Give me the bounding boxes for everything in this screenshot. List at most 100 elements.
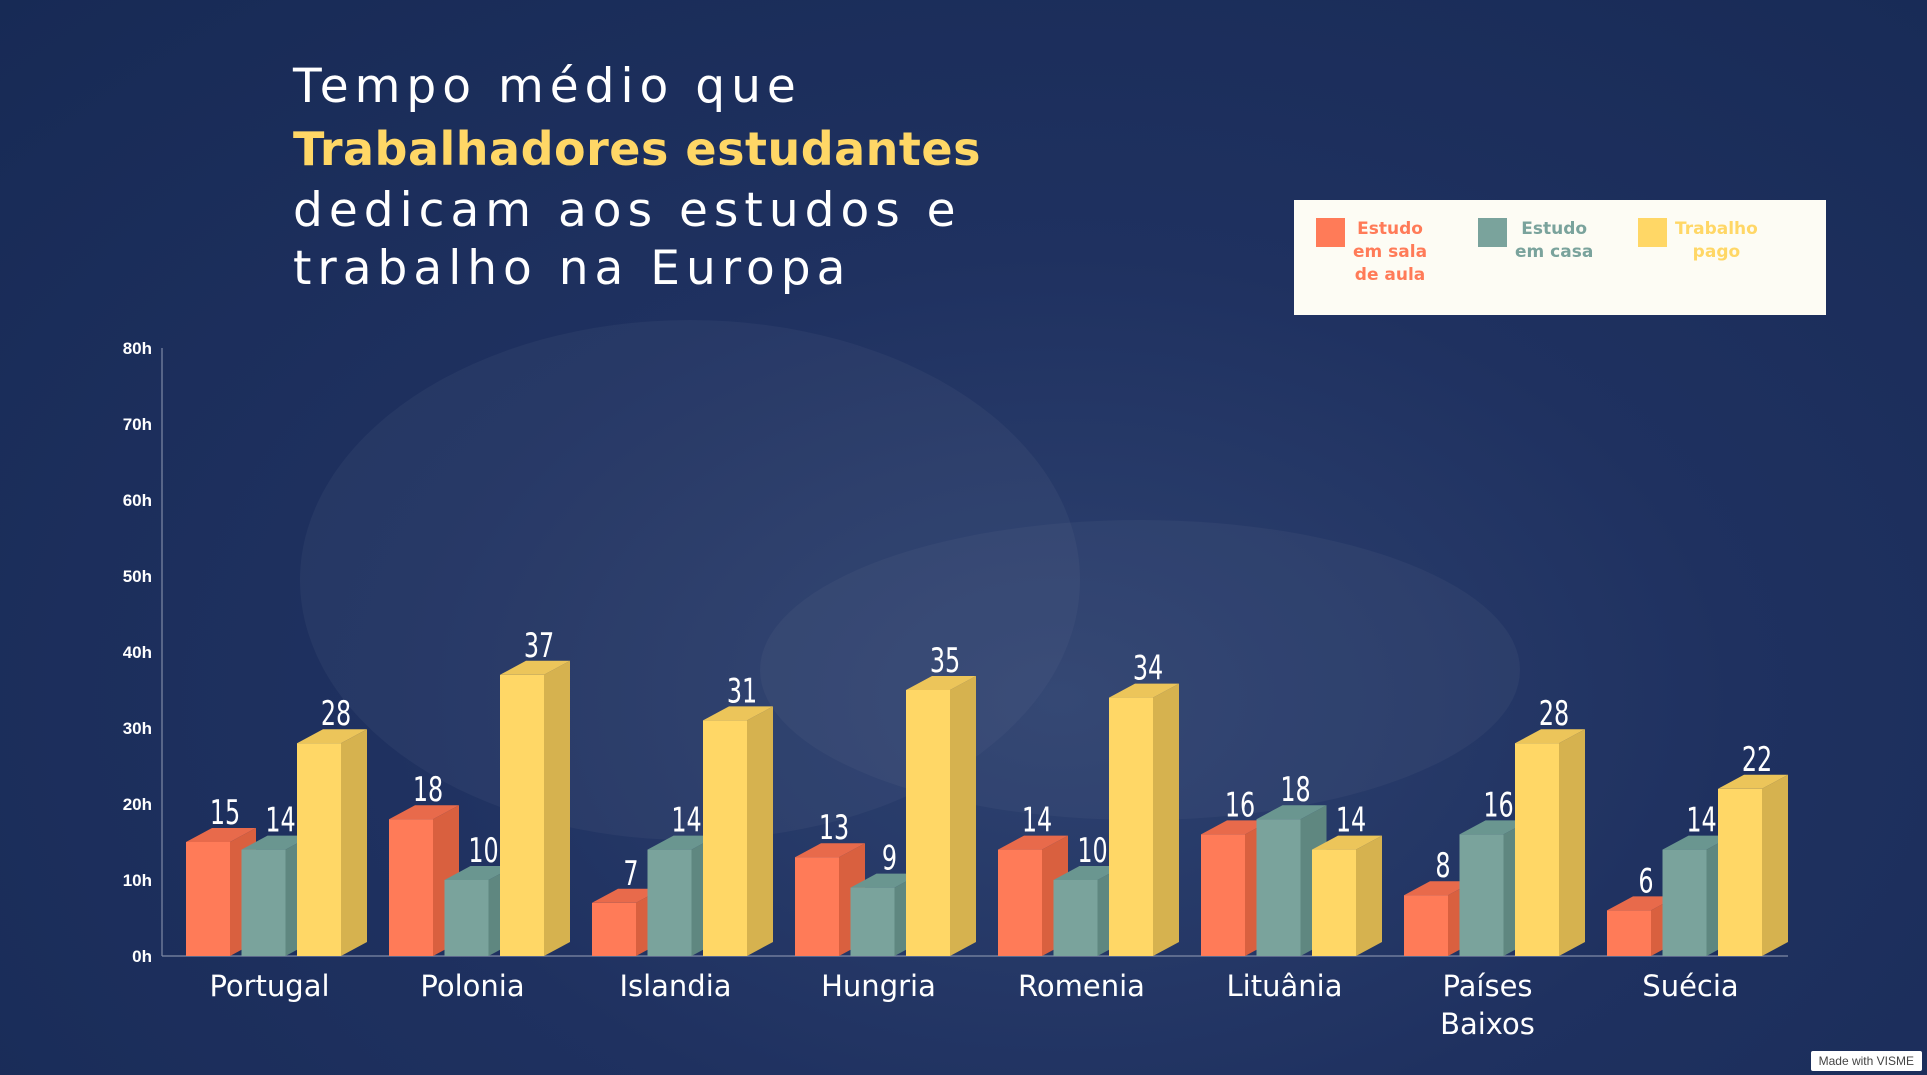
x-tick-label: Lituânia (1227, 969, 1343, 1003)
legend-swatch-trabalho (1638, 218, 1667, 247)
bar-side (1356, 835, 1382, 956)
bar-top (186, 828, 256, 842)
bar-value-label: 15 (210, 794, 240, 833)
bar-side (341, 729, 367, 956)
title-line-4: trabalho na Europa (293, 241, 852, 296)
bar (1607, 910, 1651, 956)
bar-value-label: 37 (524, 627, 554, 666)
bar-top (647, 835, 718, 850)
bar-top (703, 706, 773, 721)
legend-label-sala-line3: de aula (1354, 265, 1426, 285)
legend-swatch-casa (1478, 218, 1507, 247)
bar-value-label: 7 (623, 855, 638, 894)
bar-top (1201, 820, 1271, 835)
bar (1256, 819, 1301, 956)
bar-top (998, 835, 1068, 850)
bar (500, 674, 544, 956)
x-tick-label: Portugal (209, 969, 329, 1003)
bar (297, 743, 341, 956)
bar-top (850, 873, 921, 888)
bar-value-label: 18 (413, 771, 443, 810)
bar-top (1053, 866, 1124, 880)
bar (795, 857, 839, 956)
x-tick-label: Romenia (1018, 969, 1145, 1003)
y-tick-label: 60h (123, 491, 152, 510)
legend-label-casa: Estudo em casa (1515, 218, 1593, 264)
bar-value-label: 28 (1539, 695, 1569, 734)
legend-label-trabalho: Trabalho pago (1675, 218, 1758, 264)
y-tick-label: 80h (123, 339, 152, 358)
bar-top (1459, 820, 1530, 835)
bar-top (592, 888, 662, 903)
watermark: Made with VISME (1810, 1051, 1922, 1071)
bar (1201, 834, 1245, 956)
bar-top (1515, 729, 1585, 744)
x-tick-label: Islandia (619, 969, 731, 1003)
legend-label-trabalho-line1: Trabalho (1675, 219, 1758, 239)
bar-value-label: 31 (727, 672, 757, 711)
bar-side (950, 676, 976, 956)
bar-value-label: 28 (321, 695, 351, 734)
y-tick-label: 50h (123, 567, 152, 586)
bar-value-label: 13 (819, 809, 849, 848)
bar (1312, 849, 1356, 956)
bar-value-label: 8 (1435, 847, 1450, 886)
legend-label-sala: Estudo em sala de aula (1353, 218, 1427, 287)
y-tick-label: 70h (123, 415, 152, 434)
bar-value-label: 16 (1483, 786, 1513, 825)
bar-top (444, 866, 515, 880)
bar (186, 842, 230, 956)
bar-value-label: 14 (265, 801, 295, 840)
bar-top (1312, 835, 1382, 850)
x-tick-label: Hungria (821, 969, 936, 1003)
bar-top (1662, 835, 1733, 850)
bar-value-label: 14 (1022, 801, 1052, 840)
legend-item-trabalho: Trabalho pago (1638, 218, 1758, 264)
title-line-3: dedicam aos estudos e (293, 183, 962, 238)
bar-top (1109, 683, 1179, 698)
legend-item-casa: Estudo em casa (1478, 218, 1593, 264)
bar-side (1153, 683, 1179, 956)
title-line-1: Tempo médio que (293, 59, 802, 114)
bar-top (500, 660, 570, 675)
legend-label-casa-line2: em casa (1515, 242, 1594, 262)
bar-top (389, 805, 459, 820)
bar-side (1559, 729, 1585, 956)
bar-value-label: 14 (1336, 801, 1366, 840)
legend-swatch-sala (1316, 218, 1345, 247)
bar-value-label: 10 (1077, 832, 1107, 871)
bar (1459, 834, 1504, 956)
bar-side (1762, 774, 1788, 956)
y-tick-label: 0h (132, 947, 152, 966)
x-tick-label: Suécia (1642, 969, 1738, 1003)
bar (850, 887, 895, 956)
bar-value-label: 6 (1638, 862, 1653, 901)
bar-value-label: 22 (1742, 741, 1772, 780)
bar-top (795, 843, 865, 858)
bar-value-label: 14 (671, 801, 701, 840)
bar (1515, 743, 1559, 956)
x-tick-label: Polonia (420, 969, 524, 1003)
bar (906, 690, 950, 956)
x-tick-label: Países (1442, 969, 1532, 1003)
bar (389, 819, 433, 956)
bar-value-label: 9 (882, 839, 897, 878)
bar-value-label: 34 (1133, 649, 1163, 688)
x-tick-label: Baixos (1440, 1007, 1535, 1041)
bar (1404, 895, 1448, 956)
legend-label-trabalho-line2: pago (1692, 242, 1741, 262)
bar-top (297, 729, 367, 744)
bar-side (544, 660, 570, 956)
bar (1053, 880, 1098, 956)
bar (647, 849, 692, 956)
bar-value-label: 35 (930, 642, 960, 681)
bar-value-label: 16 (1225, 786, 1255, 825)
bar-value-label: 10 (468, 832, 498, 871)
bar (703, 720, 747, 956)
legend-label-casa-line1: Estudo (1521, 219, 1588, 239)
bar (1662, 849, 1707, 956)
bar-top (1718, 774, 1788, 789)
bar (998, 849, 1042, 956)
bar (241, 849, 286, 956)
